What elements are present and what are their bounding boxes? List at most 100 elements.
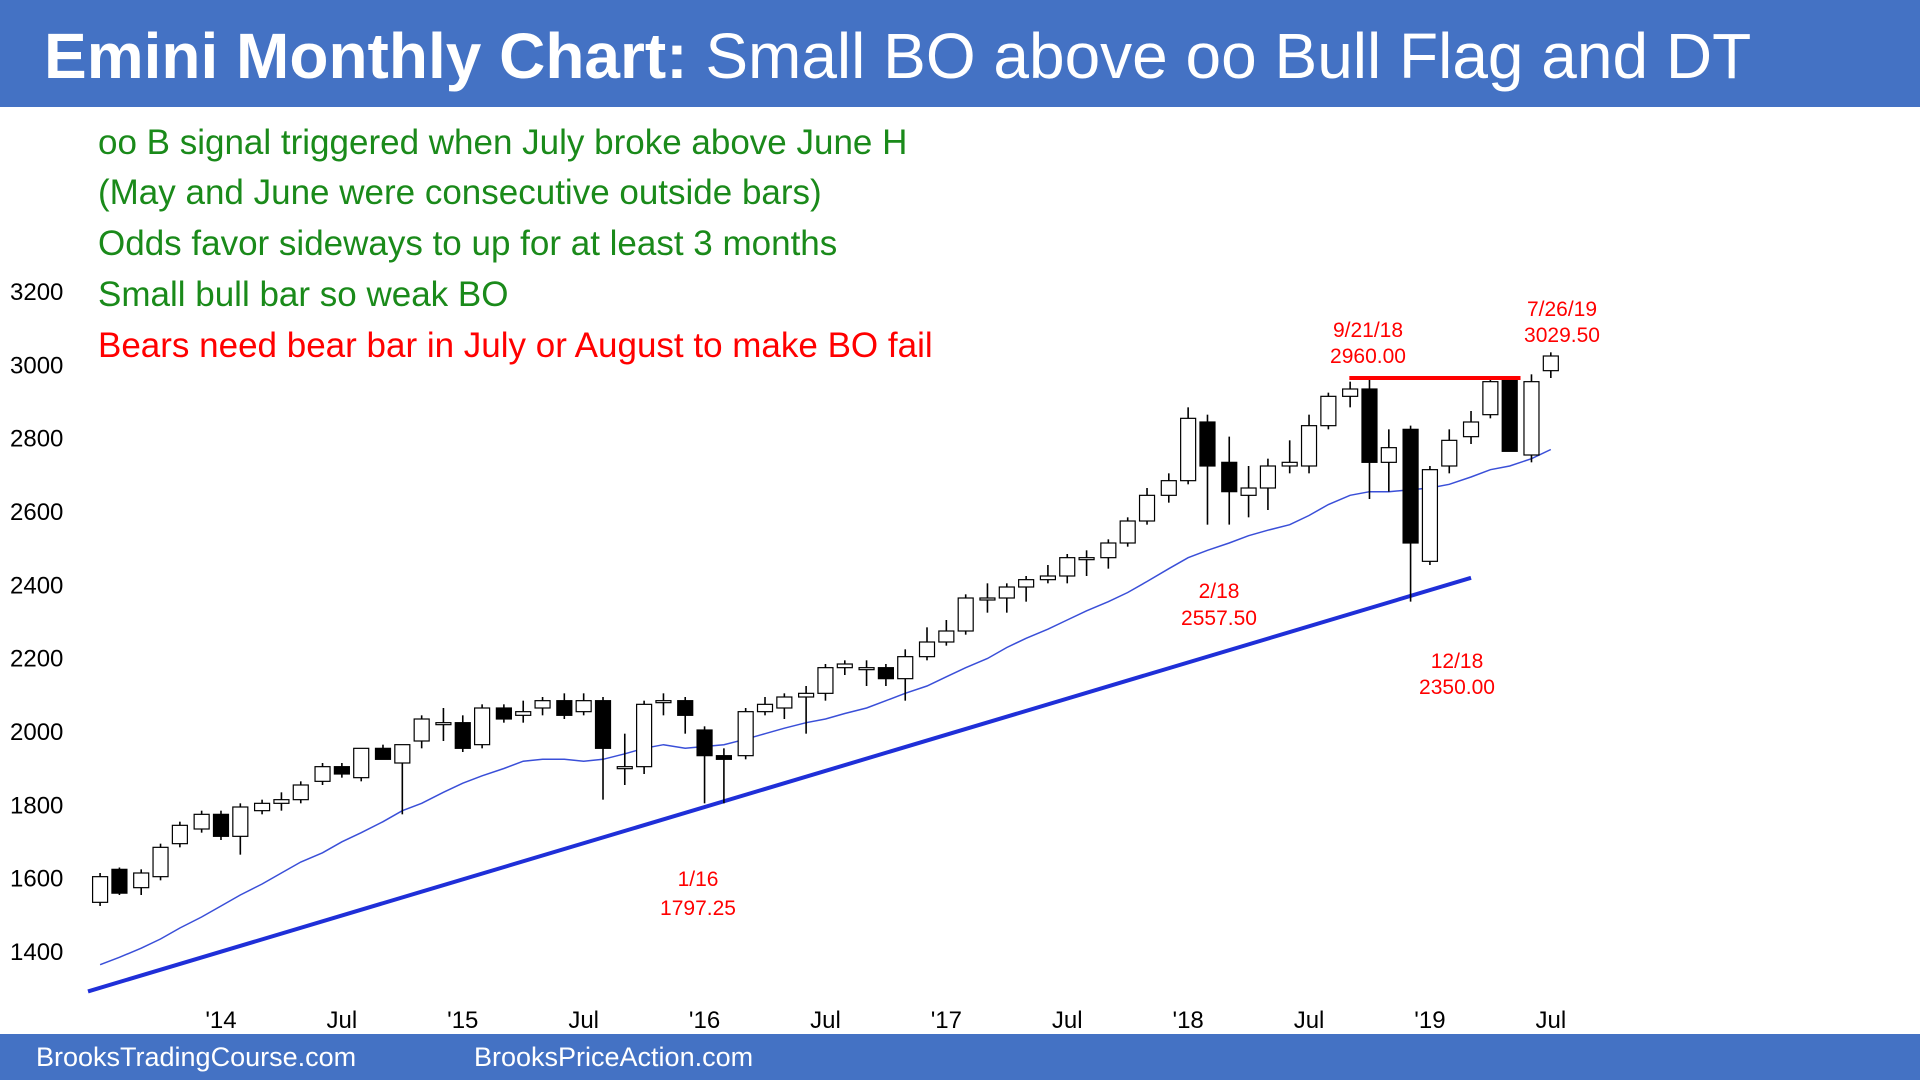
candle-body-20 bbox=[495, 707, 512, 720]
candle-body-34 bbox=[776, 696, 793, 709]
candle-body-36 bbox=[817, 667, 834, 694]
candle-body-12 bbox=[333, 766, 350, 775]
chart-title: Emini Monthly Chart: Small BO above oo B… bbox=[44, 8, 1751, 104]
x-tick-label-11: Jul bbox=[1535, 1007, 1566, 1034]
candle-body-49 bbox=[1078, 557, 1095, 561]
price-label-price-sep18: 2960.00 bbox=[1330, 345, 1406, 368]
candle-body-58 bbox=[1259, 465, 1277, 489]
candle-body-25 bbox=[594, 700, 612, 749]
annotation-green-1: (May and June were consecutive outside b… bbox=[98, 173, 822, 212]
candle-body-35 bbox=[798, 692, 815, 698]
candle-body-38 bbox=[858, 667, 875, 671]
x-tick-label-6: '17 bbox=[931, 1007, 962, 1034]
candle-body-6 bbox=[212, 813, 230, 837]
price-label-date-feb18: 2/18 bbox=[1199, 580, 1240, 603]
annotation-red: Bears need bear bar in July or August to… bbox=[98, 326, 933, 365]
y-tick-label-1600: 1600 bbox=[10, 866, 63, 893]
candle-body-19 bbox=[474, 707, 491, 746]
title-bar: Emini Monthly Chart: Small BO above oo B… bbox=[0, 0, 1920, 107]
candle-body-31 bbox=[715, 755, 733, 760]
price-label-date-jul19: 7/26/19 bbox=[1527, 298, 1597, 321]
moving-average-layer bbox=[99, 448, 1552, 966]
candle-body-61 bbox=[1320, 395, 1337, 427]
price-label-date-jan16: 1/16 bbox=[678, 868, 719, 891]
candle-body-33 bbox=[756, 703, 774, 713]
candle-body-45 bbox=[998, 586, 1015, 599]
candle-body-56 bbox=[1221, 461, 1238, 493]
candles-layer bbox=[91, 352, 1559, 906]
y-tick-label-3000: 3000 bbox=[10, 352, 63, 379]
footer-link-brookstradingcourse[interactable]: BrooksTradingCourse.com bbox=[36, 1042, 357, 1072]
y-tick-label-3200: 3200 bbox=[10, 279, 63, 306]
chart-title-rest: Small BO above oo Bull Flag and DT bbox=[687, 20, 1752, 92]
annotations: oo B signal triggered when July broke ab… bbox=[98, 123, 1600, 920]
candle-body-70 bbox=[1501, 377, 1518, 452]
candle-body-69 bbox=[1482, 381, 1499, 416]
candle-body-15 bbox=[394, 744, 411, 764]
x-tick-label-7: Jul bbox=[1052, 1007, 1083, 1034]
candle-body-7 bbox=[232, 806, 249, 837]
x-axis-labels: '14 Jul '15 Jul '16 Jul '17 Jul '18 Jul '19 Jul bbox=[205, 1007, 1566, 1034]
footer-bar: BrooksTradingCourse.com BrooksPriceActio… bbox=[0, 1034, 1920, 1080]
candle-body-47 bbox=[1039, 575, 1057, 581]
candle-body-14 bbox=[374, 747, 392, 760]
y-tick-label-2600: 2600 bbox=[10, 499, 63, 526]
candle-body-0 bbox=[91, 876, 109, 903]
x-tick-label-3: Jul bbox=[568, 1007, 599, 1034]
candle-body-21 bbox=[515, 711, 532, 716]
y-tick-label-1400: 1400 bbox=[10, 939, 63, 966]
candle-body-50 bbox=[1100, 542, 1117, 559]
price-label-date-dec18: 12/18 bbox=[1431, 650, 1484, 673]
trendline-layer bbox=[87, 575, 1472, 994]
candle-body-53 bbox=[1160, 480, 1177, 496]
candle-body-28 bbox=[655, 700, 672, 704]
x-tick-label-4: '16 bbox=[689, 1007, 720, 1034]
candle-body-55 bbox=[1199, 421, 1216, 467]
footer-link-brookspriceaction[interactable]: BrooksPriceAction.com bbox=[474, 1042, 754, 1072]
candle-body-5 bbox=[193, 813, 210, 830]
candle-body-16 bbox=[413, 718, 430, 742]
annotation-green-3: Small bull bar so weak BO bbox=[98, 275, 508, 314]
candle-body-3 bbox=[152, 846, 169, 878]
candle-body-72 bbox=[1542, 355, 1559, 372]
candle-body-29 bbox=[677, 700, 694, 716]
candle-body-40 bbox=[897, 656, 914, 680]
x-tick-label-10: '19 bbox=[1414, 1007, 1445, 1034]
chart-title-bold: Emini Monthly Chart: bbox=[44, 20, 688, 92]
x-tick-label-2: '15 bbox=[447, 1007, 478, 1034]
candle-body-67 bbox=[1441, 439, 1458, 467]
candle-body-10 bbox=[292, 784, 309, 801]
y-axis-labels: 1400 1600 1800 2000 2200 2400 2600 2800 3000 3200 bbox=[10, 279, 63, 966]
candle-body-30 bbox=[696, 729, 713, 757]
candle-body-64 bbox=[1380, 447, 1397, 463]
price-label-price-dec18: 2350.00 bbox=[1419, 676, 1495, 699]
candle-body-71 bbox=[1523, 381, 1540, 456]
candle-body-43 bbox=[957, 597, 974, 632]
candle-body-23 bbox=[556, 700, 573, 716]
candlestick-chart: 1400 1600 1800 2000 2200 2400 2600 2800 3000 3200… bbox=[10, 123, 1600, 1034]
candle-body-17 bbox=[435, 722, 452, 726]
moving-average-line bbox=[99, 448, 1552, 966]
candle-body-68 bbox=[1462, 421, 1480, 438]
candle-body-46 bbox=[1018, 579, 1035, 588]
candle-body-18 bbox=[454, 722, 471, 749]
candle-body-51 bbox=[1119, 520, 1136, 544]
candle-body-37 bbox=[836, 663, 853, 669]
candle-body-24 bbox=[575, 700, 592, 713]
price-label-date-sep18: 9/21/18 bbox=[1333, 319, 1403, 342]
candle-body-66 bbox=[1421, 469, 1439, 562]
x-tick-label-5: Jul bbox=[810, 1007, 841, 1034]
candle-body-4 bbox=[171, 824, 188, 845]
y-tick-label-2400: 2400 bbox=[10, 572, 63, 599]
y-tick-label-2200: 2200 bbox=[10, 646, 63, 673]
candle-body-1 bbox=[111, 868, 128, 894]
price-label-price-jan16: 1797.25 bbox=[660, 897, 736, 920]
candle-body-22 bbox=[534, 700, 551, 709]
candle-body-26 bbox=[616, 766, 633, 770]
x-tick-label-1: Jul bbox=[327, 1007, 358, 1034]
y-tick-label-2000: 2000 bbox=[10, 719, 63, 746]
candle-body-57 bbox=[1240, 487, 1257, 496]
candle-body-8 bbox=[253, 802, 271, 812]
y-tick-label-1800: 1800 bbox=[10, 792, 63, 819]
candle-body-41 bbox=[918, 641, 936, 658]
